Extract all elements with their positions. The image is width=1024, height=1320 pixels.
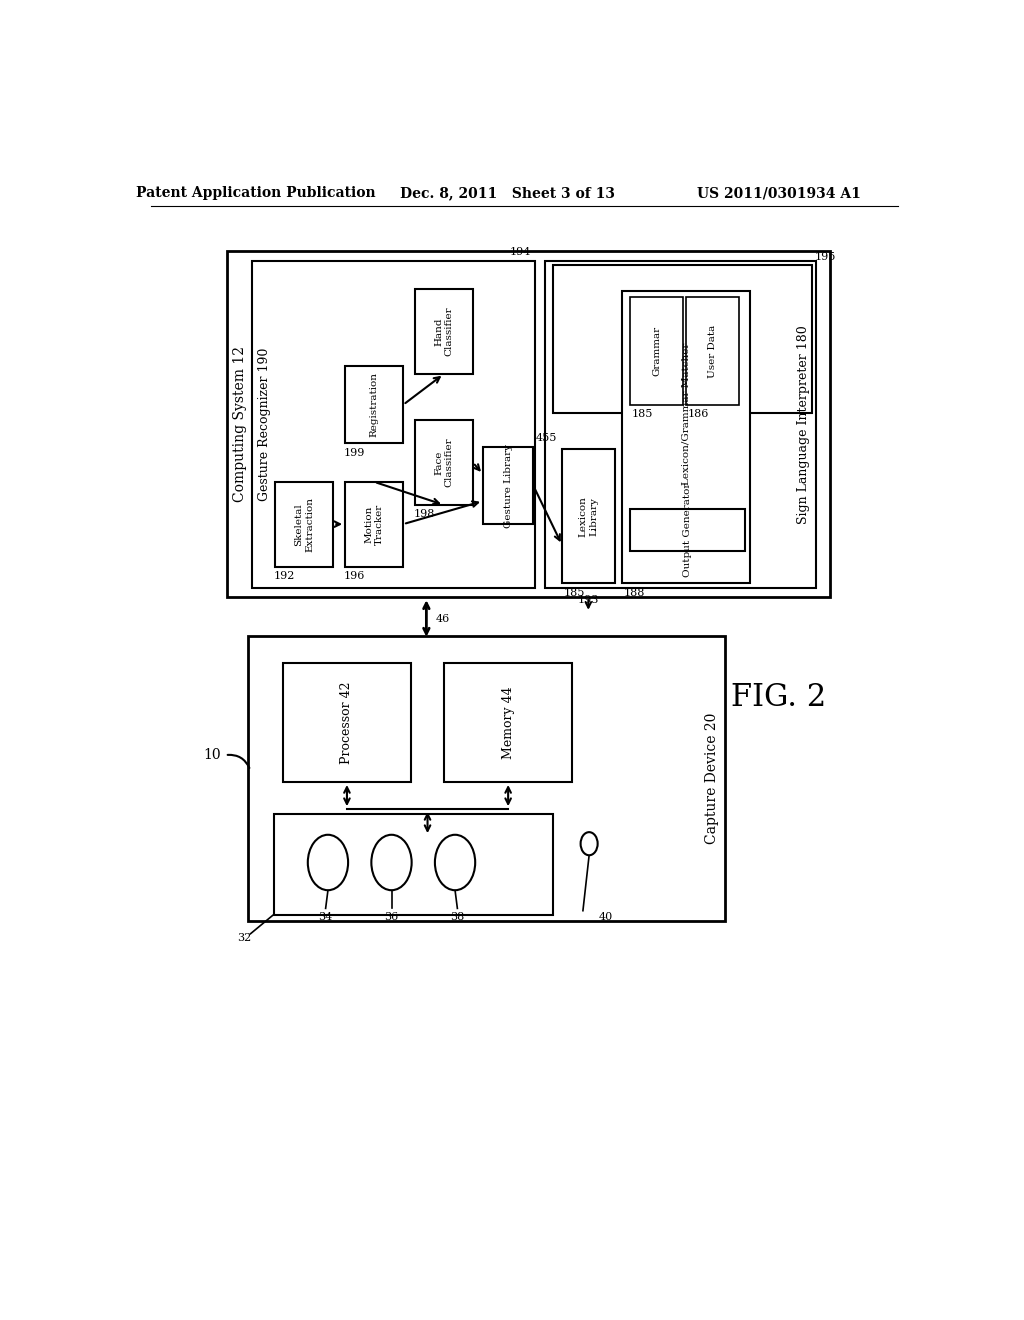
Text: 196: 196 bbox=[343, 570, 365, 581]
Bar bbox=[275, 482, 334, 566]
Text: 186: 186 bbox=[687, 409, 709, 418]
Text: Registration: Registration bbox=[370, 372, 379, 437]
Text: 198: 198 bbox=[414, 510, 434, 519]
Bar bbox=[553, 264, 812, 412]
Text: User Data: User Data bbox=[708, 325, 717, 378]
Text: Motion
Tracker: Motion Tracker bbox=[365, 503, 384, 545]
Bar bbox=[686, 297, 738, 405]
Text: Hand
Classifier: Hand Classifier bbox=[434, 306, 454, 356]
Bar bbox=[273, 814, 553, 915]
Text: Gesture Library: Gesture Library bbox=[504, 444, 513, 528]
Ellipse shape bbox=[308, 834, 348, 890]
Text: 195: 195 bbox=[815, 252, 836, 261]
Bar bbox=[630, 508, 744, 552]
Text: 46: 46 bbox=[435, 614, 450, 624]
Text: Memory 44: Memory 44 bbox=[502, 686, 515, 759]
Text: 40: 40 bbox=[598, 912, 612, 921]
Bar bbox=[248, 636, 725, 921]
Text: Lexicon
Library: Lexicon Library bbox=[579, 495, 598, 536]
Text: Lexicon/Grammar Matcher: Lexicon/Grammar Matcher bbox=[682, 343, 691, 486]
Text: Computing System 12: Computing System 12 bbox=[232, 346, 247, 502]
Text: Gesture Recognizer 190: Gesture Recognizer 190 bbox=[258, 347, 271, 502]
Bar bbox=[483, 447, 534, 524]
Ellipse shape bbox=[435, 834, 475, 890]
Bar bbox=[227, 251, 830, 598]
Bar bbox=[345, 482, 403, 566]
Ellipse shape bbox=[372, 834, 412, 890]
Ellipse shape bbox=[581, 832, 598, 855]
Text: Patent Application Publication: Patent Application Publication bbox=[136, 186, 376, 201]
Bar bbox=[562, 449, 614, 583]
Text: 185: 185 bbox=[632, 409, 653, 418]
Bar bbox=[444, 663, 572, 781]
Text: Dec. 8, 2011   Sheet 3 of 13: Dec. 8, 2011 Sheet 3 of 13 bbox=[400, 186, 615, 201]
Text: 32: 32 bbox=[238, 933, 251, 942]
Text: 34: 34 bbox=[318, 912, 333, 921]
Text: Capture Device 20: Capture Device 20 bbox=[706, 713, 719, 843]
Bar bbox=[630, 297, 683, 405]
Text: Sign Language Interpreter 180: Sign Language Interpreter 180 bbox=[798, 325, 810, 524]
Text: 10: 10 bbox=[204, 748, 221, 762]
Text: 455: 455 bbox=[536, 433, 557, 444]
Text: Grammar: Grammar bbox=[652, 326, 662, 376]
Bar bbox=[623, 290, 751, 583]
Bar bbox=[415, 289, 473, 374]
Text: 199: 199 bbox=[343, 447, 365, 458]
Text: 36: 36 bbox=[384, 912, 398, 921]
Text: Face
Classifier: Face Classifier bbox=[434, 438, 454, 487]
Text: 193: 193 bbox=[578, 594, 599, 605]
Text: 38: 38 bbox=[451, 912, 465, 921]
Text: 192: 192 bbox=[273, 570, 295, 581]
Text: 188: 188 bbox=[624, 587, 645, 598]
Bar bbox=[252, 261, 535, 589]
Text: FIG. 2: FIG. 2 bbox=[731, 682, 826, 713]
Text: US 2011/0301934 A1: US 2011/0301934 A1 bbox=[697, 186, 861, 201]
Bar bbox=[415, 420, 473, 506]
Text: Skeletal
Extraction: Skeletal Extraction bbox=[295, 496, 314, 552]
Bar bbox=[545, 261, 816, 589]
Bar bbox=[345, 367, 403, 444]
Bar bbox=[283, 663, 411, 781]
Text: 185: 185 bbox=[563, 587, 585, 598]
Text: Processor 42: Processor 42 bbox=[340, 681, 353, 764]
Text: 194: 194 bbox=[510, 247, 531, 256]
Text: Output Generator: Output Generator bbox=[683, 483, 692, 577]
